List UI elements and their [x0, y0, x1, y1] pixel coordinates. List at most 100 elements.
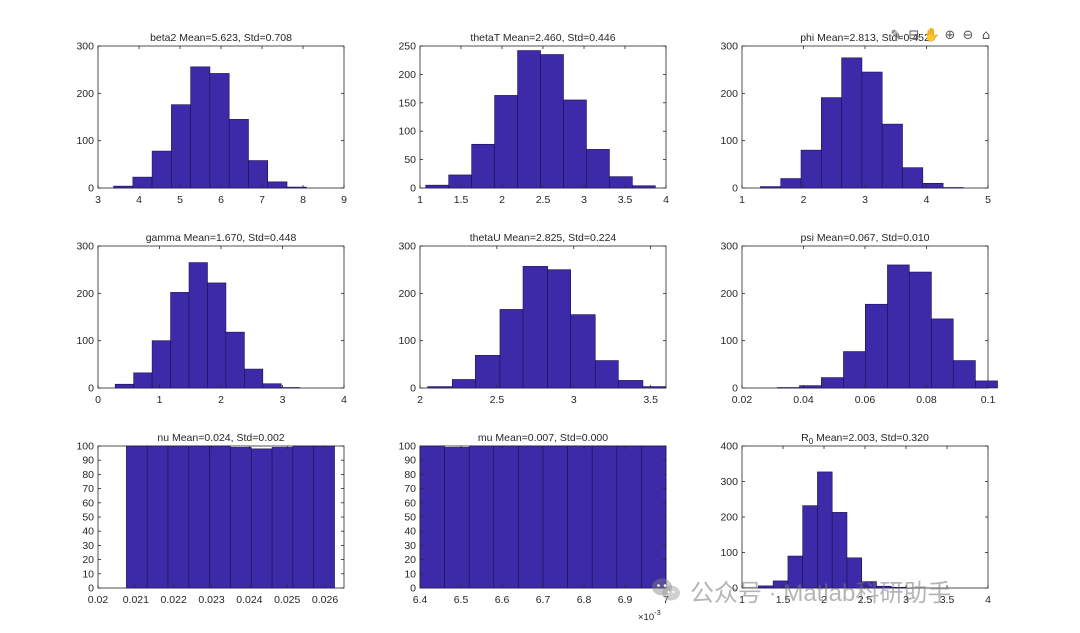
y-tick-label: 300: [720, 476, 738, 488]
x-exponent-label: ×10-3: [638, 608, 661, 623]
y-tick-label: 200: [76, 88, 94, 100]
pan-hand-icon[interactable]: ✋: [923, 28, 941, 43]
x-tick-label: 0.02: [732, 394, 753, 406]
histogram-bar: [209, 445, 231, 589]
histogram-bar: [517, 50, 541, 189]
home-icon[interactable]: ⌂: [981, 28, 991, 43]
histogram-bar: [419, 445, 445, 589]
histogram-bar: [209, 73, 230, 189]
histogram-bar: [518, 445, 544, 589]
x-tick-label: 7: [259, 194, 265, 206]
histogram-panel: 0 100 200 300 1 2 3 4 5 phi Mean=2.813, Std=0.452: [720, 32, 991, 206]
histogram-panel: 0 10 20 30 40 50 60 70 80 90 100 6.4 6.5 6.6 6.7 6.8 6.9…: [398, 432, 669, 623]
histogram-bar: [632, 185, 656, 189]
y-tick-label: 0: [410, 583, 416, 595]
histogram-bar: [230, 447, 252, 589]
y-tick-label: 70: [404, 483, 416, 495]
histogram-bar: [831, 512, 848, 589]
histogram-bar: [448, 174, 472, 189]
chart-title: nu Mean=0.024, Std=0.002: [157, 432, 284, 444]
y-tick-label: 150: [398, 97, 416, 109]
x-tick-label: 2: [821, 594, 827, 606]
histogram-bar: [286, 186, 307, 189]
y-tick-label: 90: [404, 455, 416, 467]
histogram-bar: [250, 448, 273, 589]
histogram-bar: [262, 383, 282, 389]
y-tick-label: 0: [732, 583, 738, 595]
histogram-bar: [471, 143, 495, 189]
zoom-in-icon[interactable]: ⊕: [944, 28, 956, 43]
wechat-logo-icon: [650, 575, 682, 605]
y-tick-label: 40: [82, 526, 94, 538]
x-exponent-power: -3: [654, 608, 661, 617]
x-tick-label: 1.5: [454, 194, 469, 206]
x-tick-label: 0.021: [123, 594, 149, 606]
y-tick-label: 0: [732, 183, 738, 195]
x-tick-label: 1: [739, 594, 745, 606]
data-tips-icon[interactable]: ⊟: [908, 28, 920, 43]
chart-title: beta2 Mean=5.623, Std=0.708: [150, 32, 292, 44]
x-tick-label: 1.5: [776, 594, 791, 606]
y-tick-label: 0: [732, 383, 738, 395]
y-tick-label: 30: [82, 540, 94, 552]
x-tick-label: 2: [218, 394, 224, 406]
histogram-bar: [591, 445, 618, 589]
histogram-bar: [952, 360, 976, 389]
histogram-bar: [451, 379, 476, 389]
brush-icon[interactable]: ✎: [890, 28, 902, 43]
y-tick-label: 80: [82, 469, 94, 481]
x-tick-label: 0.08: [916, 394, 937, 406]
x-tick-label: 0: [95, 394, 101, 406]
histogram-bar: [887, 264, 910, 389]
y-tick-label: 60: [404, 497, 416, 509]
histogram-bar: [313, 445, 335, 589]
histogram-bar: [846, 557, 863, 589]
histogram-bar: [616, 445, 642, 589]
y-tick-label: 100: [76, 335, 94, 347]
y-tick-label: 100: [720, 135, 738, 147]
histogram-bar: [931, 318, 954, 389]
x-tick-label: 3: [581, 194, 587, 206]
histogram-panel: 0 100 200 300 3 4 5 6 7 8 9 beta2 Mean=5.623, Std=0…: [76, 32, 347, 206]
chart-title: R0 Mean=2.003, Std=0.320: [801, 432, 929, 446]
x-tick-label: 3: [903, 594, 909, 606]
x-tick-label: 0.06: [855, 394, 876, 406]
axes-toolbar: ✎ ⊟ ✋ ⊕ ⊖ ⌂: [888, 27, 994, 45]
y-tick-label: 70: [82, 483, 94, 495]
y-tick-label: 100: [398, 335, 416, 347]
histogram-bar: [570, 314, 596, 389]
histogram-bar: [902, 167, 924, 189]
x-tick-label: 0.023: [198, 594, 224, 606]
y-tick-label: 200: [76, 288, 94, 300]
x-tick-label: 0.02: [88, 594, 109, 606]
y-tick-label: 300: [398, 241, 416, 253]
histogram-bar: [522, 266, 548, 389]
histogram-bar: [425, 184, 449, 189]
watermark-text: 公众号 · Matlab科研助手: [690, 579, 952, 607]
zoom-out-icon[interactable]: ⊖: [962, 28, 974, 43]
x-tick-label: 1: [739, 194, 745, 206]
histogram-bar: [563, 99, 587, 189]
histogram-bar: [248, 160, 269, 189]
x-tick-label: 0.024: [236, 594, 262, 606]
x-tick-label: 0.025: [274, 594, 300, 606]
histogram-bar: [151, 150, 172, 189]
x-tick-label: 0.026: [312, 594, 338, 606]
histogram-bar: [567, 445, 593, 589]
histogram-bar: [799, 385, 822, 389]
histogram-panel: 0 100 200 300 0 1 2 3 4 gamma Mean=1.670, Std=0.4…: [76, 232, 347, 406]
x-tick-label: 8: [300, 194, 306, 206]
histogram-bar: [493, 445, 519, 589]
x-tick-label: 3: [95, 194, 101, 206]
histogram-bar: [113, 185, 134, 189]
histogram-bar: [427, 386, 453, 389]
x-tick-label: 2: [801, 194, 807, 206]
x-tick-label: 4: [663, 194, 669, 206]
y-tick-label: 100: [398, 126, 416, 138]
histogram-bar: [780, 178, 802, 189]
histogram-bar: [151, 340, 171, 389]
histogram-bar: [861, 581, 877, 589]
histogram-bar: [642, 386, 667, 389]
